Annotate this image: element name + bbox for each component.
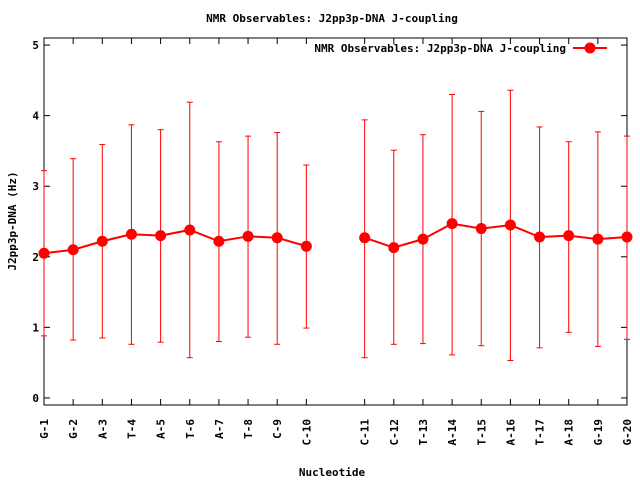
x-tick-label: G-20 bbox=[621, 419, 634, 446]
y-tick-label: 0 bbox=[32, 392, 39, 405]
x-tick-label: G-2 bbox=[67, 419, 80, 439]
data-point bbox=[475, 223, 487, 235]
data-point bbox=[534, 231, 546, 243]
x-tick-label: T-4 bbox=[125, 419, 138, 439]
data-point bbox=[446, 218, 458, 230]
data-point bbox=[38, 247, 50, 259]
data-point bbox=[621, 231, 633, 243]
x-axis-label: Nucleotide bbox=[299, 466, 366, 479]
data-point bbox=[67, 244, 79, 256]
y-tick-label: 1 bbox=[32, 321, 39, 334]
data-point bbox=[359, 232, 371, 244]
data-point bbox=[388, 242, 400, 254]
x-tick-label: T-8 bbox=[242, 419, 255, 439]
data-point bbox=[300, 240, 312, 252]
x-tick-label: C-10 bbox=[300, 419, 313, 446]
x-tick-label: C-11 bbox=[359, 419, 372, 446]
series-line bbox=[364, 222, 628, 249]
x-tick-label: G-19 bbox=[592, 419, 605, 446]
x-tick-label: A-3 bbox=[96, 419, 109, 439]
data-point bbox=[592, 233, 604, 245]
x-tick-label: T-17 bbox=[534, 419, 547, 446]
data-point bbox=[155, 230, 167, 242]
x-tick-label: T-6 bbox=[184, 419, 197, 439]
data-point bbox=[417, 233, 429, 245]
y-tick-label: 3 bbox=[32, 180, 39, 193]
x-tick-label: G-1 bbox=[38, 419, 51, 439]
legend-label: NMR Observables: J2pp3p-DNA J-coupling bbox=[314, 42, 566, 55]
x-tick-label: A-7 bbox=[213, 419, 226, 439]
x-tick-label: T-13 bbox=[417, 419, 430, 446]
y-tick-label: 5 bbox=[32, 39, 39, 52]
data-point bbox=[184, 224, 196, 236]
legend: NMR Observables: J2pp3p-DNA J-coupling bbox=[314, 42, 607, 55]
x-tick-label: A-5 bbox=[155, 419, 168, 439]
data-point bbox=[504, 219, 516, 231]
chart-marks: 0 1 2 3 4 5 G-1 G-2 A-3 T-4 A-5 T-6 A-7 T-8 C-9 C-10 C-1… bbox=[32, 37, 634, 446]
x-tick-label: C-9 bbox=[271, 419, 284, 439]
data-point bbox=[96, 235, 108, 247]
data-point bbox=[213, 235, 225, 247]
series-line bbox=[43, 228, 307, 255]
x-tick-label: A-18 bbox=[563, 419, 576, 446]
y-tick-label: 4 bbox=[32, 110, 39, 123]
data-point bbox=[242, 230, 254, 242]
legend-marker bbox=[584, 42, 596, 54]
data-point bbox=[125, 228, 137, 240]
x-tick-label: A-14 bbox=[446, 419, 459, 446]
y-tick-label: 2 bbox=[32, 251, 39, 264]
y-axis-label: J2pp3p-DNA (Hz) bbox=[6, 171, 19, 270]
data-point bbox=[563, 230, 575, 242]
data-point bbox=[271, 232, 283, 244]
x-tick-label: T-15 bbox=[475, 419, 488, 446]
x-tick-label: C-12 bbox=[388, 419, 401, 446]
chart-title: NMR Observables: J2pp3p-DNA J-coupling bbox=[206, 12, 458, 25]
x-tick-label: A-16 bbox=[504, 419, 517, 446]
